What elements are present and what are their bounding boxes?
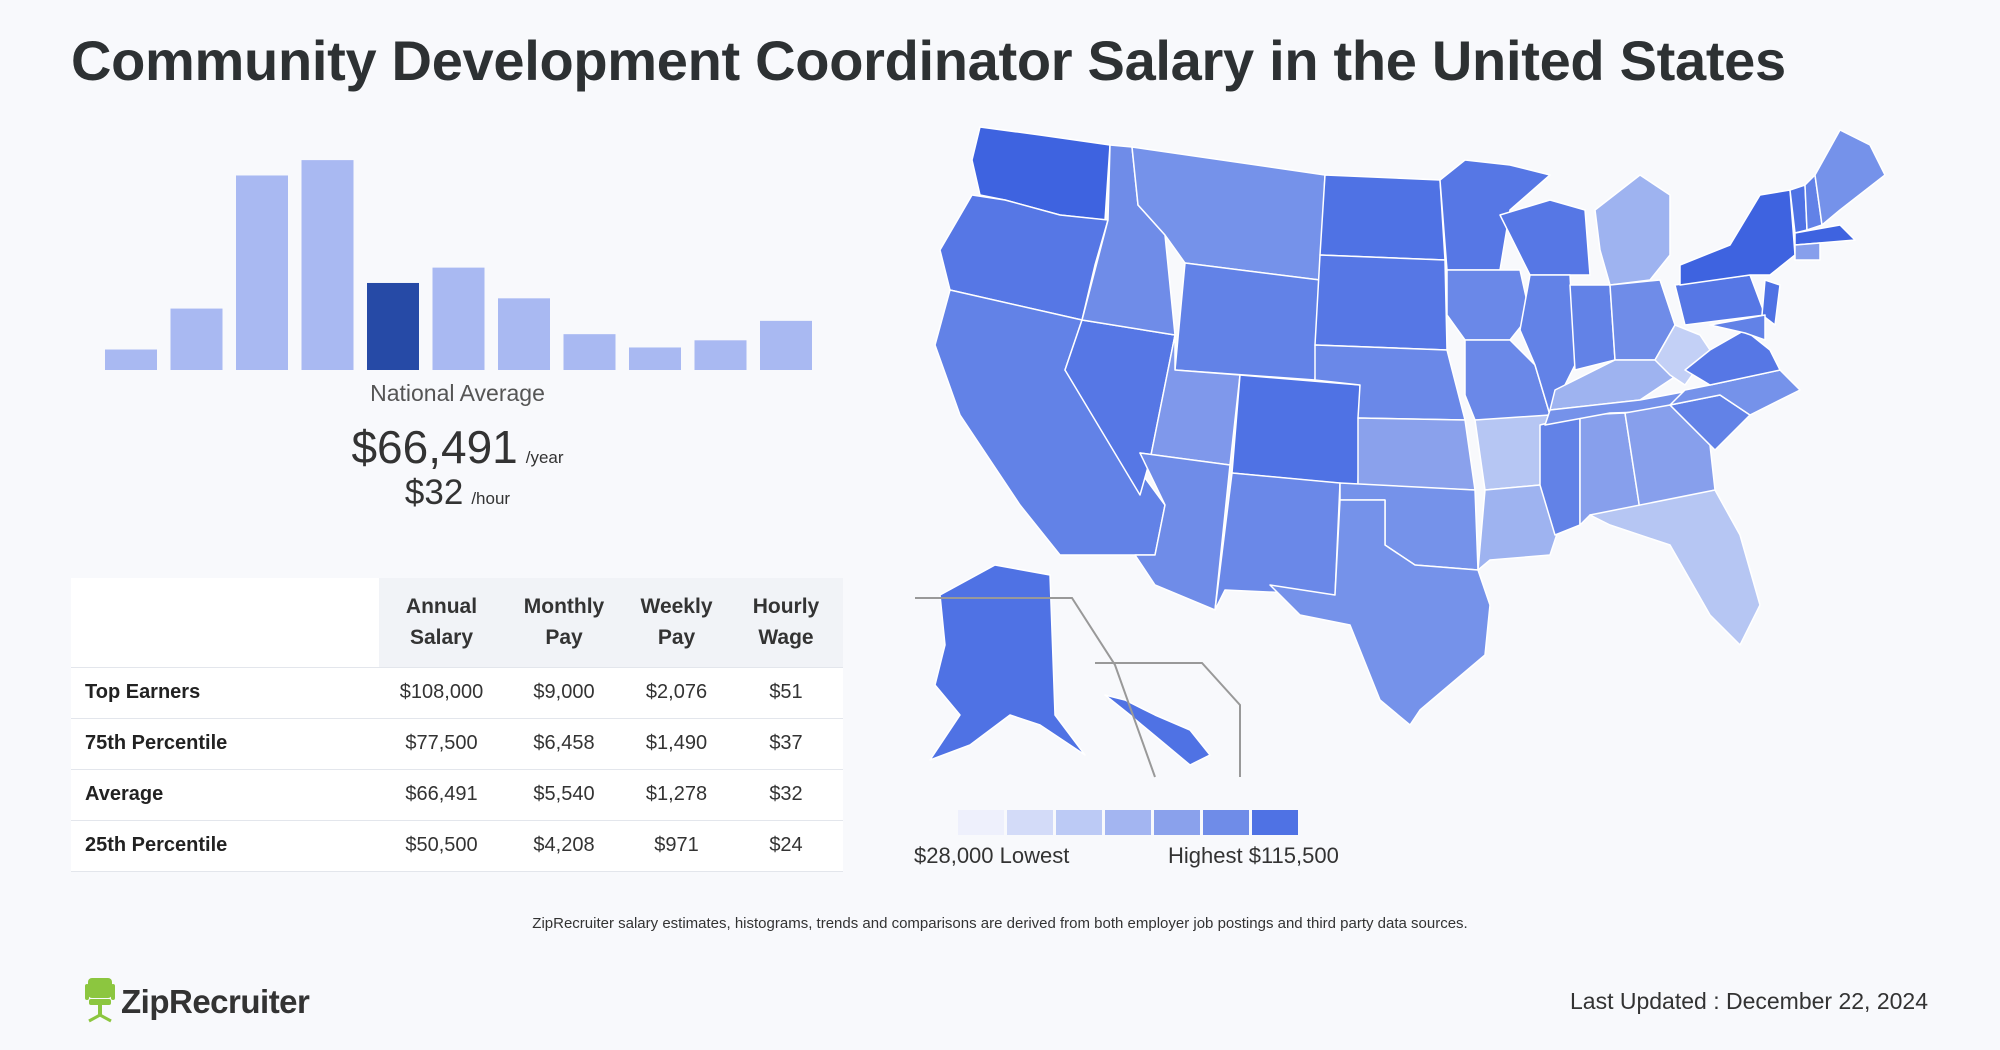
row-label: 25th Percentile [71,820,379,872]
state-new-york [1679,189,1796,286]
national-average-label: National Average [370,380,545,406]
state-alaska [929,564,1086,761]
cell-weekly: $1,490 [624,718,729,770]
histogram-bar [432,267,485,370]
state-texas [1269,499,1491,726]
state-colorado [1231,374,1361,486]
state-south-dakota [1314,254,1448,351]
us-map-svg [915,126,1886,778]
state-maine [1814,129,1886,226]
header-hourly: Hourly Wage [729,578,843,668]
histogram-bar [694,340,747,370]
cell-annual: $108,000 [379,667,504,719]
map-legend [958,810,1298,835]
state-georgia [1624,404,1716,511]
cell-weekly: $2,076 [624,667,729,719]
salary-histogram [90,140,820,375]
us-salary-map [910,115,1970,795]
legend-swatch [1203,810,1249,835]
hourly-value: $32 [404,473,464,512]
table-row: 75th Percentile $77,500 $6,458 $1,490 $3… [71,718,843,770]
histogram-bar [760,320,812,370]
cell-annual: $66,491 [379,769,504,821]
state-michigan [1594,174,1671,286]
annual-unit: /year [525,448,564,467]
legend-low-label: $28,000 Lowest [914,843,1070,868]
header-weekly: Weekly Pay [624,578,729,668]
histogram-bar [498,298,550,370]
state-wyoming [1174,262,1321,381]
footnote: ZipRecruiter salary estimates, histogram… [532,915,1468,932]
cell-hourly: $37 [729,718,843,770]
annual-value: $66,491 [351,421,518,473]
legend-swatch [958,810,1004,835]
legend-swatches [958,810,1298,835]
cell-hourly: $51 [729,667,843,719]
cell-monthly: $6,458 [504,718,624,770]
row-label: Average [71,769,379,821]
state-massachusetts [1794,224,1856,246]
cell-hourly: $32 [729,769,843,821]
state-north-dakota [1319,174,1446,261]
state-kansas [1357,417,1476,491]
hourly-unit: /hour [471,489,511,508]
national-hourly: $32/hour [200,473,715,513]
legend-swatch [1154,810,1200,835]
state-florida [1589,489,1761,646]
histogram-bar [236,175,288,370]
state-north-carolina [1669,369,1801,416]
state-arkansas [1474,414,1551,491]
brand-name: ZipRecruiter [121,982,310,1020]
histogram-svg [105,160,812,370]
legend-swatch [1105,810,1151,835]
last-updated: Last Updated : December 22, 2024 [1569,988,1928,1014]
cell-weekly: $1,278 [624,769,729,821]
cell-hourly: $24 [729,820,843,872]
header-blank [71,578,379,668]
legend-swatch [1056,810,1102,835]
salary-table: Annual Salary Monthly Pay Weekly Pay Hou… [71,578,843,872]
histogram-bar [170,308,223,370]
legend-swatch [1252,810,1298,835]
state-oregon [939,194,1109,321]
ziprecruiter-logo[interactable]: ZipRecruiter [85,975,310,1028]
table-header-row: Annual Salary Monthly Pay Weekly Pay Hou… [71,578,843,668]
row-label: Top Earners [71,667,379,719]
chair-icon [85,975,115,1028]
state-wisconsin [1499,199,1591,276]
histogram-bar-highlight [367,282,419,370]
histogram-bar [629,347,681,370]
state-iowa [1446,269,1531,341]
cell-monthly: $9,000 [504,667,624,719]
cell-annual: $50,500 [379,820,504,872]
state-maryland [1709,314,1766,341]
legend-high-label: Highest $115,500 [1168,843,1339,868]
cell-weekly: $971 [624,820,729,872]
cell-monthly: $4,208 [504,820,624,872]
state-new-jersey [1761,279,1781,326]
table-row: Top Earners $108,000 $9,000 $2,076 $51 [71,667,843,719]
histogram-bar [563,334,616,370]
cell-annual: $77,500 [379,718,504,770]
state-connecticut [1794,242,1821,261]
cell-monthly: $5,540 [504,769,624,821]
legend-swatch [1007,810,1053,835]
row-label: 75th Percentile [71,718,379,770]
histogram-bar [105,349,157,370]
state-arizona [1134,452,1231,611]
state-indiana [1569,284,1616,371]
alaska-inset-border [915,597,1156,778]
state-hawaii [1104,694,1211,766]
state-virginia [1684,329,1781,386]
histogram-bar [301,160,354,370]
table-row: 25th Percentile $50,500 $4,208 $971 $24 [71,820,843,872]
national-annual: $66,491/year [200,420,715,474]
page-title: Community Development Coordinator Salary… [71,29,1786,92]
header-annual: Annual Salary [379,578,504,668]
header-monthly: Monthly Pay [504,578,624,668]
table-row: Average $66,491 $5,540 $1,278 $32 [71,769,843,821]
hawaii-inset-border [1095,662,1241,777]
